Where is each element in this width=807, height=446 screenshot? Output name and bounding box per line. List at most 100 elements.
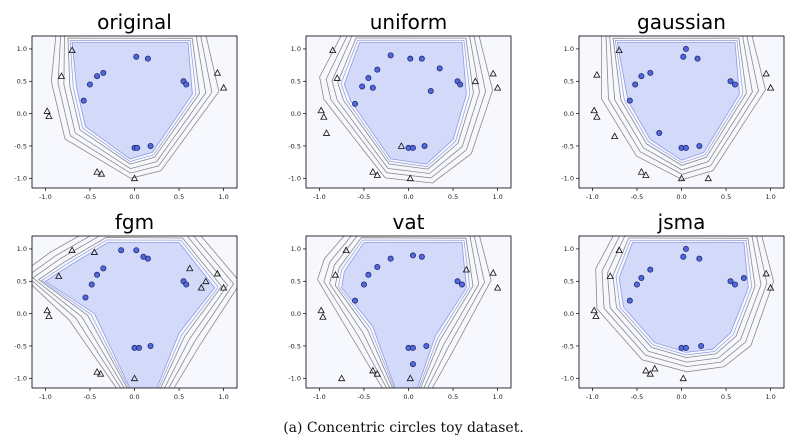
x-tick-label: -0.5 xyxy=(358,393,371,401)
triangle-point xyxy=(130,174,139,182)
circle-point xyxy=(727,278,734,285)
triangle-point xyxy=(45,312,53,320)
y-tick-label: 1.0 xyxy=(291,245,301,253)
circle-point xyxy=(374,66,381,73)
triangle-point xyxy=(68,46,76,54)
circle-point xyxy=(94,73,101,80)
x-tick-label: 0.0 xyxy=(403,193,413,201)
panel-1: -1.0 -0.5 0.0 0.5 1.0 1.0 0.5 0.0 -0.5 -1.0 origin… xyxy=(14,10,238,201)
panel-title: original xyxy=(97,10,172,34)
y-tick-label: 0.0 xyxy=(291,310,301,318)
circle-point xyxy=(374,264,381,271)
triangle-point xyxy=(57,72,66,79)
circle-point xyxy=(647,69,654,76)
triangle-point xyxy=(592,312,600,320)
x-tick-label: 0.0 xyxy=(129,393,139,401)
y-tick-label: -0.5 xyxy=(14,342,27,350)
contour-line-1 xyxy=(50,36,220,179)
triangle-point xyxy=(762,69,770,77)
panel-3: -1.0 -0.5 0.0 0.5 1.0 1.0 0.5 0.0 -0.5 -1.0 gaussi… xyxy=(561,10,785,201)
contour-line-3 xyxy=(609,36,753,171)
circle-point xyxy=(656,130,663,137)
panel-title: fgm xyxy=(115,210,154,234)
triangle-point xyxy=(606,272,614,279)
circle-point xyxy=(421,142,428,149)
triangle-point xyxy=(593,113,601,120)
triangle-point xyxy=(219,83,228,91)
circle-point xyxy=(82,294,89,301)
circle-point xyxy=(94,271,101,278)
circle-point xyxy=(731,81,738,88)
x-tick-label: -0.5 xyxy=(631,393,644,401)
panel-6: -1.0 -0.5 0.0 0.5 1.0 1.0 0.5 0.0 -0.5 -1.0 jsma xyxy=(561,210,785,401)
circle-point xyxy=(144,255,151,262)
circle-point xyxy=(352,297,359,304)
circle-point xyxy=(133,53,140,60)
contour-line-1 xyxy=(32,236,237,388)
x-tick-label: -0.5 xyxy=(84,193,97,201)
triangle-point xyxy=(337,374,346,382)
triangle-point xyxy=(319,313,327,320)
y-tick-label: -0.5 xyxy=(288,342,301,350)
triangle-point xyxy=(90,248,99,255)
triangle-point xyxy=(406,374,414,382)
x-tick-label: 1.0 xyxy=(765,393,775,401)
x-tick-label: -1.0 xyxy=(586,193,599,201)
panel-2: -1.0 -0.5 0.0 0.5 1.0 1.0 0.5 0.0 -0.5 -1.0 unifor… xyxy=(288,10,512,201)
circle-point xyxy=(369,84,376,91)
y-tick-label: 0.0 xyxy=(291,110,301,118)
figure-caption: (a) Concentric circles toy dataset. xyxy=(283,420,524,436)
triangle-point xyxy=(493,83,502,91)
circle-point xyxy=(409,144,416,151)
y-tick-label: 0.0 xyxy=(17,310,27,318)
circle-point xyxy=(647,266,654,273)
contour-line-2 xyxy=(57,36,213,174)
circle-point xyxy=(80,97,87,104)
circle-point xyxy=(365,271,372,278)
decision-region xyxy=(44,242,216,388)
triangle-point xyxy=(317,306,325,314)
y-tick-label: 1.0 xyxy=(17,245,27,253)
y-tick-label: 0.5 xyxy=(291,78,301,86)
y-tick-label: 0.0 xyxy=(564,110,574,118)
x-tick-label: -1.0 xyxy=(39,393,52,401)
x-tick-label: 0.5 xyxy=(721,193,731,201)
contour-line-2 xyxy=(601,236,768,368)
panel-title: vat xyxy=(393,210,425,234)
x-tick-label: 0.0 xyxy=(403,393,413,401)
x-tick-label: -1.0 xyxy=(313,393,326,401)
circle-point xyxy=(680,253,687,260)
triangle-point xyxy=(462,265,471,273)
triangle-point xyxy=(213,69,222,76)
y-tick-label: 1.0 xyxy=(564,45,574,53)
contour-line-1 xyxy=(600,36,766,181)
triangle-point xyxy=(202,277,210,285)
circle-point xyxy=(365,75,372,82)
triangle-point xyxy=(329,46,337,54)
triangle-point xyxy=(489,269,497,276)
circle-point xyxy=(638,73,645,80)
triangle-point xyxy=(406,174,414,182)
x-tick-label: 1.0 xyxy=(765,193,775,201)
circle-point xyxy=(682,144,689,151)
circle-point xyxy=(387,52,394,59)
circle-point xyxy=(454,278,461,285)
circle-point xyxy=(86,81,93,88)
contour-line-3 xyxy=(63,36,207,170)
circle-point xyxy=(427,87,434,94)
x-tick-label: -1.0 xyxy=(313,193,326,201)
y-tick-label: -1.0 xyxy=(14,175,27,183)
circle-point xyxy=(632,81,639,88)
circle-point xyxy=(696,255,703,262)
triangle-point xyxy=(615,46,623,54)
triangle-point xyxy=(130,374,139,382)
triangle-point xyxy=(704,174,712,182)
circle-point xyxy=(436,65,443,72)
y-tick-label: 0.0 xyxy=(17,110,27,118)
triangle-point xyxy=(471,77,480,85)
triangle-point xyxy=(651,364,659,372)
contour-line-1 xyxy=(319,36,494,184)
triangle-point xyxy=(97,169,106,177)
y-tick-label: -0.5 xyxy=(14,142,27,150)
